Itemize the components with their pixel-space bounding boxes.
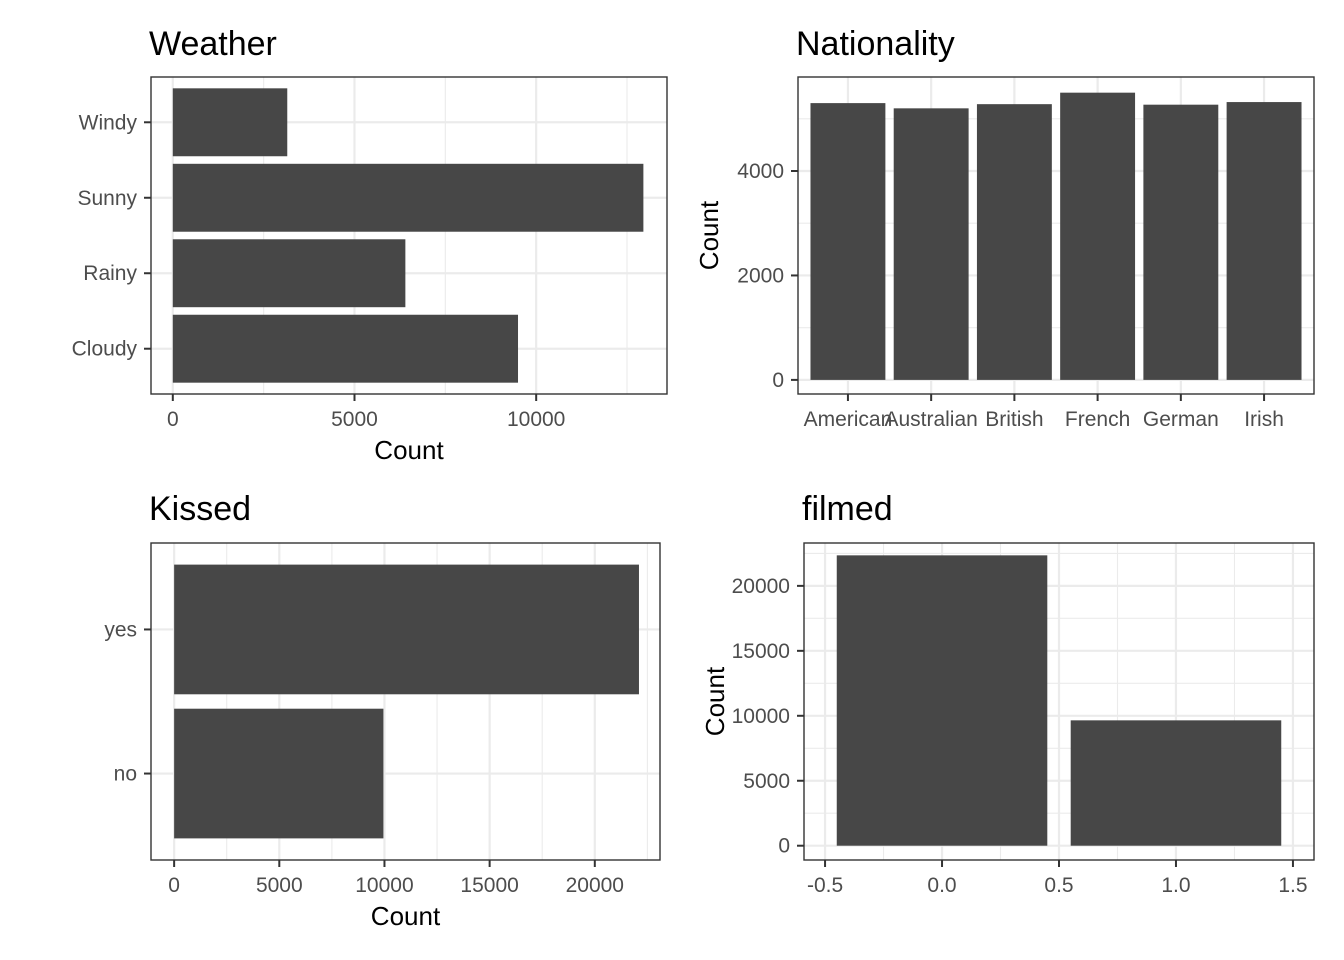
x-tick-label: 1.0 (1161, 874, 1190, 897)
bar-yes (174, 564, 639, 695)
y-tick-label: 0 (772, 369, 784, 392)
y-tick-label: 4000 (737, 160, 784, 183)
x-tick-label: 0.5 (1044, 874, 1073, 897)
bars (836, 555, 1282, 846)
x-tick-label: 5000 (331, 408, 378, 431)
x-tick-label-french: French (1065, 408, 1130, 431)
x-tick-label: 10000 (507, 408, 565, 431)
chart-title: Nationality (796, 25, 955, 63)
bar-irish (1226, 102, 1302, 380)
y-tick-label-windy: Windy (79, 111, 138, 134)
bars (174, 564, 639, 839)
bar-windy (172, 88, 288, 157)
panel-border (803, 542, 1315, 861)
x-tick-label: 0.0 (927, 874, 956, 897)
panel-border (797, 76, 1315, 395)
x-tick-label-irish: Irish (1244, 408, 1284, 431)
x-tick-label-german: German (1143, 408, 1219, 431)
y-axis-title: Count (700, 666, 730, 736)
chart-title: Kissed (149, 490, 251, 528)
bar-cloudy (172, 314, 519, 383)
x-tick-label: 0 (168, 874, 180, 897)
y-tick-label-cloudy: Cloudy (72, 338, 138, 361)
y-tick-label: 0 (778, 835, 790, 858)
y-tick-label-yes: yes (104, 618, 137, 641)
y-tick-label-no: no (114, 763, 137, 786)
axes: 0 5000 10000 15000 20000 no yes (104, 618, 624, 897)
x-tick-label-american: American (804, 408, 893, 431)
x-tick-label-british: British (985, 408, 1043, 431)
panel-filmed: 0 5000 10000 15000 20000 -0.5 0.0 0.5 1.0 1.5 film… (700, 490, 1315, 897)
x-axis-title: Count (374, 435, 444, 465)
bar-british (976, 104, 1052, 380)
bar-french (1060, 92, 1136, 380)
x-tick-label: 0 (167, 408, 179, 431)
bar-0 (836, 555, 1048, 846)
axes: 0 5000 10000 Cloudy Rainy Sunny Windy (72, 111, 566, 431)
x-axis-title: Count (371, 901, 441, 931)
panel-border (150, 542, 661, 861)
x-tick-label: -0.5 (807, 874, 843, 897)
bar-no (174, 708, 384, 839)
y-tick-label: 15000 (732, 640, 790, 663)
x-tick-label: 1.5 (1278, 874, 1307, 897)
y-tick-label: 20000 (732, 575, 790, 598)
bar-1 (1070, 720, 1282, 846)
x-tick-label: 20000 (566, 874, 624, 897)
x-tick-label: 10000 (355, 874, 413, 897)
bar-sunny (172, 163, 644, 232)
y-tick-label: 5000 (743, 770, 790, 793)
chart-title: filmed (802, 490, 893, 528)
y-axis-title: Count (694, 200, 724, 270)
x-tick-label-australian: Australian (884, 408, 977, 431)
bars (810, 92, 1302, 380)
axes: 0 5000 10000 15000 20000 -0.5 0.0 0.5 1.0 1.5 (732, 575, 1308, 897)
panel-border (150, 76, 668, 395)
bar-german (1143, 104, 1219, 380)
x-tick-label: 5000 (256, 874, 303, 897)
bar-rainy (172, 239, 406, 308)
y-tick-label: 2000 (737, 264, 784, 287)
x-tick-label: 15000 (460, 874, 518, 897)
panel-kissed: 0 5000 10000 15000 20000 no yes Kissed Count (104, 490, 661, 931)
y-tick-label-rainy: Rainy (83, 262, 137, 285)
bar-american (810, 103, 886, 380)
bars (172, 88, 644, 383)
bar-australian (893, 108, 969, 380)
y-tick-label: 10000 (732, 705, 790, 728)
panel-weather: 0 5000 10000 Cloudy Rainy Sunny Windy Weather Co… (72, 25, 668, 465)
y-tick-label-sunny: Sunny (77, 187, 137, 210)
chart-title: Weather (149, 25, 277, 63)
